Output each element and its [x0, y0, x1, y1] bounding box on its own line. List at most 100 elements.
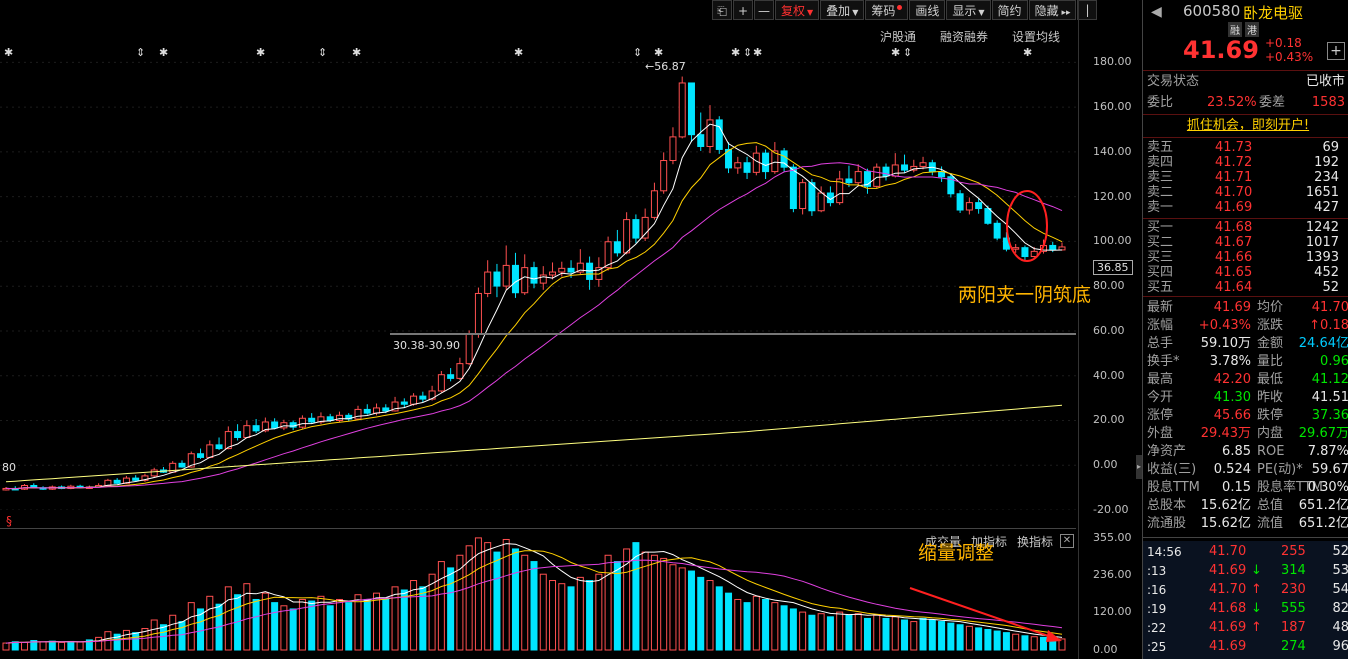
volume-bar	[576, 576, 584, 651]
panel-collapse-handle[interactable]: ▸	[1136, 455, 1142, 479]
event-marker-icon[interactable]: ✱	[514, 46, 524, 59]
event-marker-icon[interactable]: ✱	[4, 46, 14, 59]
candle	[1012, 247, 1020, 250]
price-axis-label: 40.00	[1093, 368, 1125, 382]
bids-row: 买三 41.66 1393	[1147, 250, 1339, 265]
volume-bar	[400, 589, 408, 651]
event-marker-icon[interactable]: ✱	[654, 46, 664, 59]
price-axis: 180.00 160.00 140.00 120.00 100.00 80.00 60.00…	[1078, 0, 1139, 659]
volume-bar	[317, 595, 325, 651]
event-marker-icon[interactable]: ✱	[352, 46, 362, 59]
candle	[984, 208, 992, 224]
volume-bar	[465, 545, 473, 651]
candle	[845, 178, 853, 184]
subbar-item-1[interactable]: 融资融券	[940, 30, 989, 44]
stock-code: 600580	[1183, 2, 1241, 20]
event-marker-icon[interactable]: ✱	[753, 46, 763, 59]
tick-row: :13 41.69 ↓ 314 53	[1147, 563, 1348, 578]
s-mark: §	[6, 514, 12, 528]
candle	[965, 202, 973, 211]
toolbar-button-5[interactable]: 筹码	[865, 0, 909, 20]
candle	[456, 363, 464, 379]
volume-tab-0[interactable]: 成交量	[925, 535, 962, 549]
stat-row: 股息TTM 0.15 股息率TTM 0.30%	[1147, 480, 1348, 495]
volume-bar	[122, 629, 130, 651]
volume-bar	[947, 622, 955, 651]
candle	[132, 477, 140, 481]
stat-row: 外盘 29.43万 内盘 29.67万	[1147, 426, 1348, 441]
order-ratio-row: 委比 23.52% 委差 1583	[1147, 95, 1345, 110]
volume-bar	[808, 614, 816, 651]
plus-icon[interactable]: +	[733, 0, 753, 20]
volume-chart[interactable]	[0, 530, 1076, 659]
event-marker-icon[interactable]: ✱	[1023, 46, 1033, 59]
volume-bar	[762, 598, 770, 651]
volume-tab-2[interactable]: 换指标	[1017, 535, 1054, 549]
subbar-item-0[interactable]: 沪股通	[880, 30, 917, 44]
candle	[474, 292, 482, 335]
range-label: 30.38-30.90	[393, 339, 460, 352]
event-marker-icon[interactable]: ✱	[891, 46, 901, 59]
candle	[632, 219, 640, 239]
volume-bar	[308, 600, 316, 651]
volume-bar	[891, 616, 899, 651]
tick-list[interactable]: 14:56 41.70 255 52:13 41.69 ↓ 314 53:16 41.70 ↑ 23…	[1143, 541, 1348, 659]
event-marker-icon[interactable]: ⇕	[136, 46, 146, 59]
candle	[558, 267, 566, 273]
toolbar-button-6[interactable]: 画线	[909, 0, 946, 20]
candle	[678, 82, 686, 138]
subbar-item-2[interactable]: 设置均线	[1012, 30, 1061, 44]
event-marker-icon[interactable]: ✱	[256, 46, 266, 59]
volume-bar	[817, 613, 825, 651]
candle	[752, 152, 760, 173]
event-marker-icon[interactable]: ✱	[159, 46, 169, 59]
volume-tab-1[interactable]: 加指标	[971, 535, 1008, 549]
volume-bar	[363, 598, 371, 651]
toolbar-button-3[interactable]: 复权 ▼	[775, 0, 820, 20]
candle	[789, 166, 797, 210]
toolbar-button-4[interactable]: 叠加 ▼	[820, 0, 865, 20]
panel-toggle-icon[interactable]: |	[1077, 0, 1098, 20]
candle	[224, 431, 232, 450]
tick-row: :16 41.70 ↑ 230 54	[1147, 582, 1348, 597]
event-marker-icon[interactable]: ✱	[731, 46, 741, 59]
candle	[993, 222, 1001, 239]
minus-icon[interactable]: —	[754, 0, 774, 20]
volume-bar	[511, 548, 519, 651]
candle	[502, 264, 510, 287]
candle	[113, 479, 121, 484]
candle	[687, 82, 695, 136]
more-arrows-icon: ▸▸	[1058, 8, 1071, 18]
candle	[817, 192, 825, 212]
close-icon[interactable]: ✕	[1060, 534, 1074, 548]
volume-bar	[956, 624, 964, 651]
event-marker-icon[interactable]: ⇕	[633, 46, 643, 59]
candlestick-chart[interactable]	[0, 40, 1076, 510]
toolbar-button-7[interactable]: 显示 ▼	[946, 0, 991, 20]
ma10-line	[5, 142, 1063, 490]
event-marker-icon[interactable]: ⇕	[743, 46, 753, 59]
volume-bar	[965, 625, 973, 651]
price-axis-label: 140.00	[1093, 144, 1132, 158]
window-icon[interactable]: ⎗	[712, 0, 732, 20]
tick-row: :22 41.69 ↑ 187 48	[1147, 620, 1348, 635]
dropdown-arrow-icon: ▼	[852, 8, 859, 17]
candle	[854, 171, 862, 184]
event-marker-icon[interactable]: ⇕	[318, 46, 328, 59]
candle	[243, 425, 251, 438]
volume-bar	[910, 621, 918, 651]
candle	[178, 462, 186, 468]
open-account-link[interactable]: 抓住机会，即刻开户!	[1186, 118, 1310, 133]
prev-stock-icon[interactable]: ◀	[1151, 4, 1162, 20]
volume-bar	[224, 586, 232, 651]
add-watchlist-button[interactable]: +	[1327, 42, 1345, 60]
volume-bar	[289, 608, 297, 651]
toolbar-button-9[interactable]: 隐藏 ▸▸	[1028, 0, 1077, 20]
event-marker-icon[interactable]: ⇕	[903, 46, 913, 59]
toolbar-button-8[interactable]: 简约	[991, 0, 1028, 20]
volume-bar	[854, 613, 862, 651]
volume-bar	[419, 586, 427, 651]
volume-bar	[558, 583, 566, 651]
volume-bar	[549, 580, 557, 651]
volume-bar	[1012, 633, 1020, 651]
